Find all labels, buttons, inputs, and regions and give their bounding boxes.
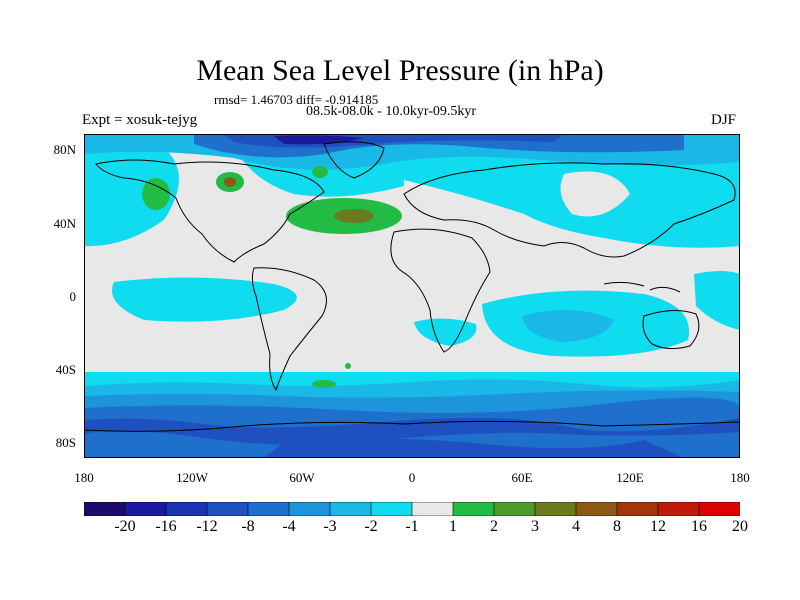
patch-eurasia-gap xyxy=(560,171,630,217)
coast-australia xyxy=(642,310,700,350)
coastlines xyxy=(84,141,740,432)
colorbar-swatch xyxy=(534,502,577,516)
colorbar-label: -3 xyxy=(323,518,337,535)
colorbar-label: -16 xyxy=(155,518,177,535)
colorbar xyxy=(84,502,740,516)
colorbar-swatch xyxy=(411,502,454,516)
ytick-40s: 40S xyxy=(55,362,76,377)
xtick-180e: 180 xyxy=(730,470,750,485)
coast-indonesia xyxy=(603,281,681,293)
coast-greenland xyxy=(323,141,385,179)
colorbar-swatch xyxy=(698,502,740,516)
patch-green-baffin xyxy=(312,166,328,178)
colorbar-label: -1 xyxy=(405,518,419,535)
patch-brown-canada xyxy=(224,177,236,187)
colorbar-label: 4 xyxy=(572,518,580,535)
colorbar-label: 20 xyxy=(732,518,748,535)
coast-north-america xyxy=(95,159,325,263)
colorbar-label: -8 xyxy=(241,518,255,535)
xtick-0: 0 xyxy=(408,470,416,485)
colorbar-swatch xyxy=(329,502,372,516)
patch-indianocean-core xyxy=(522,309,614,342)
colorbar-swatch xyxy=(84,502,126,516)
coast-africa xyxy=(390,228,491,353)
colorbar-label: 16 xyxy=(691,518,707,535)
band-minus8-a xyxy=(84,417,740,445)
colorbar-swatch xyxy=(575,502,618,516)
patch-southatlantic xyxy=(414,318,477,346)
map-title: Mean Sea Level Pressure (in hPa) xyxy=(196,54,604,87)
colorbar-label: -12 xyxy=(196,518,218,535)
colorbar-label: 1 xyxy=(449,518,457,535)
colorbar-label: 2 xyxy=(490,518,498,535)
xtick-180w: 180 xyxy=(74,470,94,485)
xtick-120w: 120W xyxy=(176,470,208,485)
experiment-label: Expt = xosuk-tejyg xyxy=(82,112,198,128)
season-label: DJF xyxy=(711,112,737,128)
colorbar-swatch xyxy=(288,502,331,516)
map-frame xyxy=(84,134,740,458)
colorbar-swatch xyxy=(452,502,495,516)
ytick-0: 0 xyxy=(69,289,77,304)
period-label: 08.5k-08.0k - 10.0kyr-09.5kyr xyxy=(306,104,477,119)
patch-eastpacific xyxy=(694,271,740,330)
colorbar-swatch xyxy=(370,502,413,516)
colorbar-label: -4 xyxy=(282,518,296,535)
coast-eurasia xyxy=(403,162,736,258)
colorbar-swatch xyxy=(165,502,208,516)
xtick-120e: 120E xyxy=(616,470,644,485)
coast-south-america xyxy=(251,267,327,392)
colorbar-swatch xyxy=(657,502,700,516)
colorbar-label: 12 xyxy=(650,518,666,535)
patch-green-southatlantic xyxy=(312,380,336,388)
colorbar-label: -2 xyxy=(364,518,378,535)
patch-southpacific xyxy=(112,277,297,322)
patch-green-alaska xyxy=(142,178,170,210)
colorbar-swatch xyxy=(493,502,536,516)
xtick-60w: 60W xyxy=(289,470,315,485)
band-minus8-b xyxy=(264,438,684,458)
ytick-80n: 80N xyxy=(53,142,76,157)
pressure-map xyxy=(84,134,740,458)
colorbar-swatch xyxy=(616,502,659,516)
coast-antarctica xyxy=(84,420,740,432)
colorbar-label: -20 xyxy=(114,518,136,535)
colorbar-label: 3 xyxy=(531,518,539,535)
ytick-40n: 40N xyxy=(53,216,76,231)
ytick-80s: 80S xyxy=(55,435,76,450)
patch-green-small xyxy=(345,363,351,369)
colorbar-swatch xyxy=(247,502,290,516)
colorbar-swatch xyxy=(206,502,249,516)
colorbar-label: 8 xyxy=(613,518,621,535)
patch-olive-atlantic xyxy=(334,209,374,223)
stats-label: rmsd= 1.46703 diff= -0.914185 xyxy=(214,92,379,107)
colorbar-swatch xyxy=(124,502,167,516)
xtick-60e: 60E xyxy=(511,470,533,485)
